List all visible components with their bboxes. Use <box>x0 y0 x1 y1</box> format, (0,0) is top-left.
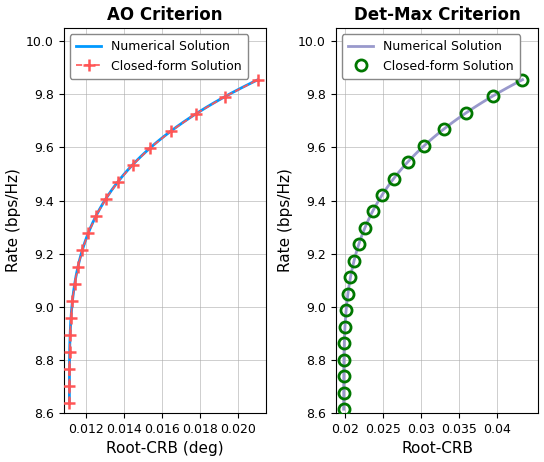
Numerical Solution <box>341 345 348 351</box>
Legend: Numerical Solution, Closed-form Solution: Numerical Solution, Closed-form Solution <box>342 34 520 79</box>
Line: Closed-form Solution: Closed-form Solution <box>338 74 528 415</box>
Closed-form Solution <box>129 162 136 167</box>
Closed-form Solution <box>66 366 73 371</box>
Closed-form Solution <box>168 128 175 134</box>
Numerical Solution <box>341 387 347 392</box>
Closed-form Solution <box>404 159 411 165</box>
Numerical Solution <box>342 319 349 324</box>
Numerical Solution <box>341 393 347 399</box>
Legend: Numerical Solution, Closed-form Solution: Numerical Solution, Closed-form Solution <box>70 34 248 79</box>
Closed-form Solution <box>71 281 78 286</box>
Closed-form Solution <box>489 93 496 99</box>
Closed-form Solution <box>193 111 200 116</box>
Closed-form Solution <box>79 247 86 252</box>
Closed-form Solution <box>255 77 261 83</box>
Numerical Solution <box>68 314 75 319</box>
Closed-form Solution <box>66 400 73 405</box>
Line: Numerical Solution: Numerical Solution <box>70 80 258 402</box>
Closed-form Solution <box>441 126 447 132</box>
Closed-form Solution <box>391 176 397 181</box>
Closed-form Solution <box>115 179 121 184</box>
Closed-form Solution <box>355 242 362 247</box>
Closed-form Solution <box>341 390 347 395</box>
Numerical Solution <box>471 105 477 110</box>
Title: Det-Max Criterion: Det-Max Criterion <box>354 6 521 24</box>
Numerical Solution <box>489 93 496 99</box>
Title: AO Criterion: AO Criterion <box>107 6 223 24</box>
Closed-form Solution <box>93 213 100 219</box>
Closed-form Solution <box>85 230 92 236</box>
Closed-form Solution <box>66 349 73 354</box>
Closed-form Solution <box>68 315 75 320</box>
Closed-form Solution <box>341 340 348 346</box>
Closed-form Solution <box>379 192 385 198</box>
Numerical Solution <box>66 340 73 345</box>
Closed-form Solution <box>341 373 347 379</box>
Numerical Solution <box>66 387 73 392</box>
Numerical Solution <box>203 104 209 110</box>
Line: Closed-form Solution: Closed-form Solution <box>63 73 264 409</box>
Closed-form Solution <box>341 357 347 363</box>
Closed-form Solution <box>342 324 348 329</box>
Line: Numerical Solution: Numerical Solution <box>344 80 522 409</box>
Closed-form Solution <box>519 77 526 83</box>
Closed-form Solution <box>147 145 154 151</box>
Closed-form Solution <box>463 110 469 116</box>
Closed-form Solution <box>421 143 428 148</box>
Closed-form Solution <box>343 308 349 313</box>
Numerical Solution <box>223 93 230 99</box>
Closed-form Solution <box>66 383 73 389</box>
Closed-form Solution <box>362 225 368 231</box>
Closed-form Solution <box>345 291 351 297</box>
Closed-form Solution <box>69 298 76 304</box>
Closed-form Solution <box>221 94 228 99</box>
Closed-form Solution <box>369 209 376 214</box>
Closed-form Solution <box>341 407 347 412</box>
Closed-form Solution <box>67 332 73 337</box>
Y-axis label: Rate (bps/Hz): Rate (bps/Hz) <box>277 169 293 273</box>
Closed-form Solution <box>351 258 357 264</box>
Numerical Solution <box>66 400 73 405</box>
X-axis label: Root-CRB: Root-CRB <box>401 442 473 456</box>
Closed-form Solution <box>347 274 354 280</box>
Y-axis label: Rate (bps/Hz): Rate (bps/Hz) <box>5 169 21 273</box>
Numerical Solution <box>66 380 73 386</box>
Numerical Solution <box>341 407 347 412</box>
Closed-form Solution <box>103 196 109 201</box>
Closed-form Solution <box>75 264 81 269</box>
Numerical Solution <box>519 77 526 83</box>
X-axis label: Root-CRB (deg): Root-CRB (deg) <box>106 442 224 456</box>
Numerical Solution <box>255 77 261 83</box>
